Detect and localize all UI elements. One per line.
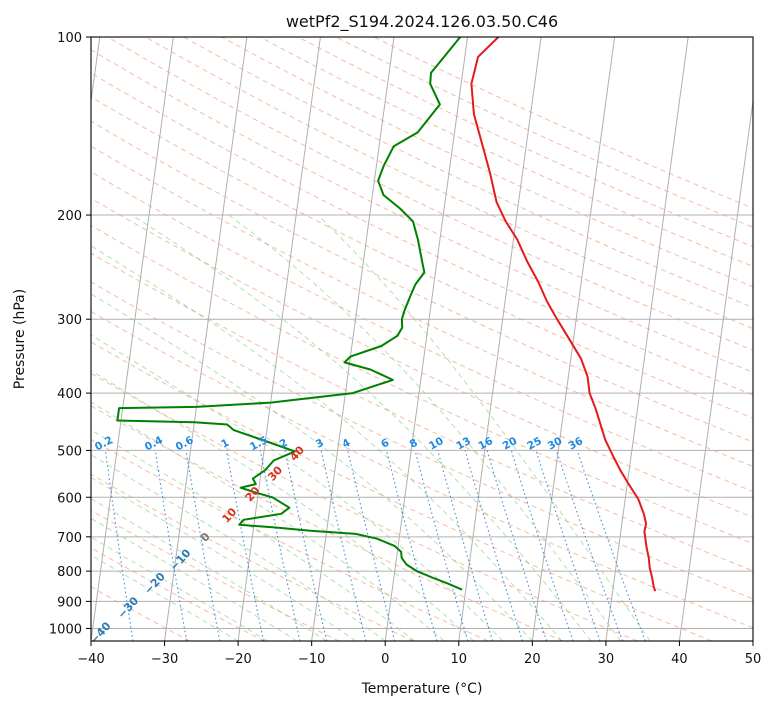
x-tick-label: 50 (745, 652, 762, 667)
dry-adiabat-label: 10 (219, 505, 239, 525)
moist-adiabat-line (0, 215, 297, 641)
mixing-ratio-label: 16 (476, 435, 495, 452)
dry-adiabat-label: 40 (287, 443, 307, 463)
y-tick-label: 400 (57, 387, 82, 402)
isotherm-line (753, 37, 775, 641)
isotherm-line (459, 37, 541, 641)
x-tick-label: 40 (671, 652, 688, 667)
chart-title: wetPf2_S194.2024.126.03.50.C46 (286, 12, 558, 32)
dry-adiabat-line (374, 37, 775, 641)
mixing-ratio-label: 6 (379, 437, 391, 451)
dry-adiabat-line (0, 37, 775, 641)
x-tick-label: −10 (298, 652, 325, 667)
dry-adiabat-line (0, 37, 775, 641)
isotherm-line (312, 37, 394, 641)
x-tick-label: 10 (451, 652, 468, 667)
dry-adiabat-line (0, 37, 775, 641)
mixing-ratio-label: 10 (427, 435, 446, 452)
dry-adiabat-line (0, 37, 775, 641)
dry-adiabat-line (0, 37, 488, 641)
dry-adiabat-line (0, 37, 775, 641)
x-tick-label: −20 (224, 652, 251, 667)
isotherm-line (91, 37, 173, 641)
dry-adiabat-line (0, 37, 775, 641)
dry-adiabat-label: −20 (142, 570, 168, 597)
dry-adiabat-line (0, 37, 775, 641)
dry-adiabat-line (184, 37, 775, 641)
mixing-ratio-label: 30 (546, 435, 565, 452)
mixing-ratio-label: 13 (454, 435, 473, 452)
dry-adiabat-label: −30 (115, 594, 141, 621)
dry-adiabat-line (0, 37, 712, 641)
x-axis-label: Temperature (°C) (361, 681, 483, 697)
isotherm-line (679, 37, 761, 641)
y-tick-label: 300 (57, 313, 82, 328)
y-tick-label: 800 (57, 565, 82, 580)
isotherm-line (165, 37, 247, 641)
dry-adiabat-line (0, 37, 775, 641)
moist-adiabat-line (0, 215, 238, 641)
x-tick-label: 20 (524, 652, 541, 667)
mixing-ratio-label: 36 (566, 435, 585, 452)
mixing-ratio-line (511, 450, 573, 641)
y-tick-label: 900 (57, 595, 82, 610)
mixing-ratio-label: 1 (219, 437, 231, 451)
mixing-ratio-line (577, 450, 645, 641)
mixing-ratio-label: 3 (314, 437, 326, 451)
moist-adiabat-line (0, 215, 356, 641)
isotherm-line (532, 37, 614, 641)
dry-adiabat-line (336, 37, 775, 641)
dry-adiabat-line (31, 37, 775, 641)
dry-adiabat-line (108, 37, 775, 641)
mixing-ratio-label: 20 (501, 435, 520, 452)
y-tick-label: 600 (57, 491, 82, 506)
y-tick-label: 1000 (49, 622, 82, 637)
dewpoint-profile-line (117, 37, 462, 590)
dry-adiabat-label: −10 (167, 546, 193, 573)
y-axis-label: Pressure (hPa) (12, 289, 28, 389)
mixing-ratio-line (556, 450, 622, 641)
mixing-ratio-label: 25 (525, 435, 544, 452)
y-tick-label: 100 (57, 31, 82, 46)
y-tick-label: 500 (57, 444, 82, 459)
x-tick-label: 0 (381, 652, 389, 667)
dry-adiabat-line (298, 37, 775, 641)
isotherm-line (17, 37, 99, 641)
mixing-ratio-label: 4 (340, 437, 352, 451)
dry-adiabat-line (260, 37, 775, 641)
mixing-ratio-line (227, 450, 264, 641)
y-tick-label: 700 (57, 531, 82, 546)
mixing-ratio-line (438, 450, 493, 641)
x-tick-label: 30 (598, 652, 615, 667)
dry-adiabat-line (146, 37, 775, 641)
temperature-profile-line (471, 37, 655, 591)
x-tick-label: −40 (77, 652, 104, 667)
mixing-ratio-line (186, 450, 220, 641)
y-tick-label: 200 (57, 209, 82, 224)
dry-adiabat-line (0, 37, 775, 641)
x-tick-label: −30 (151, 652, 178, 667)
